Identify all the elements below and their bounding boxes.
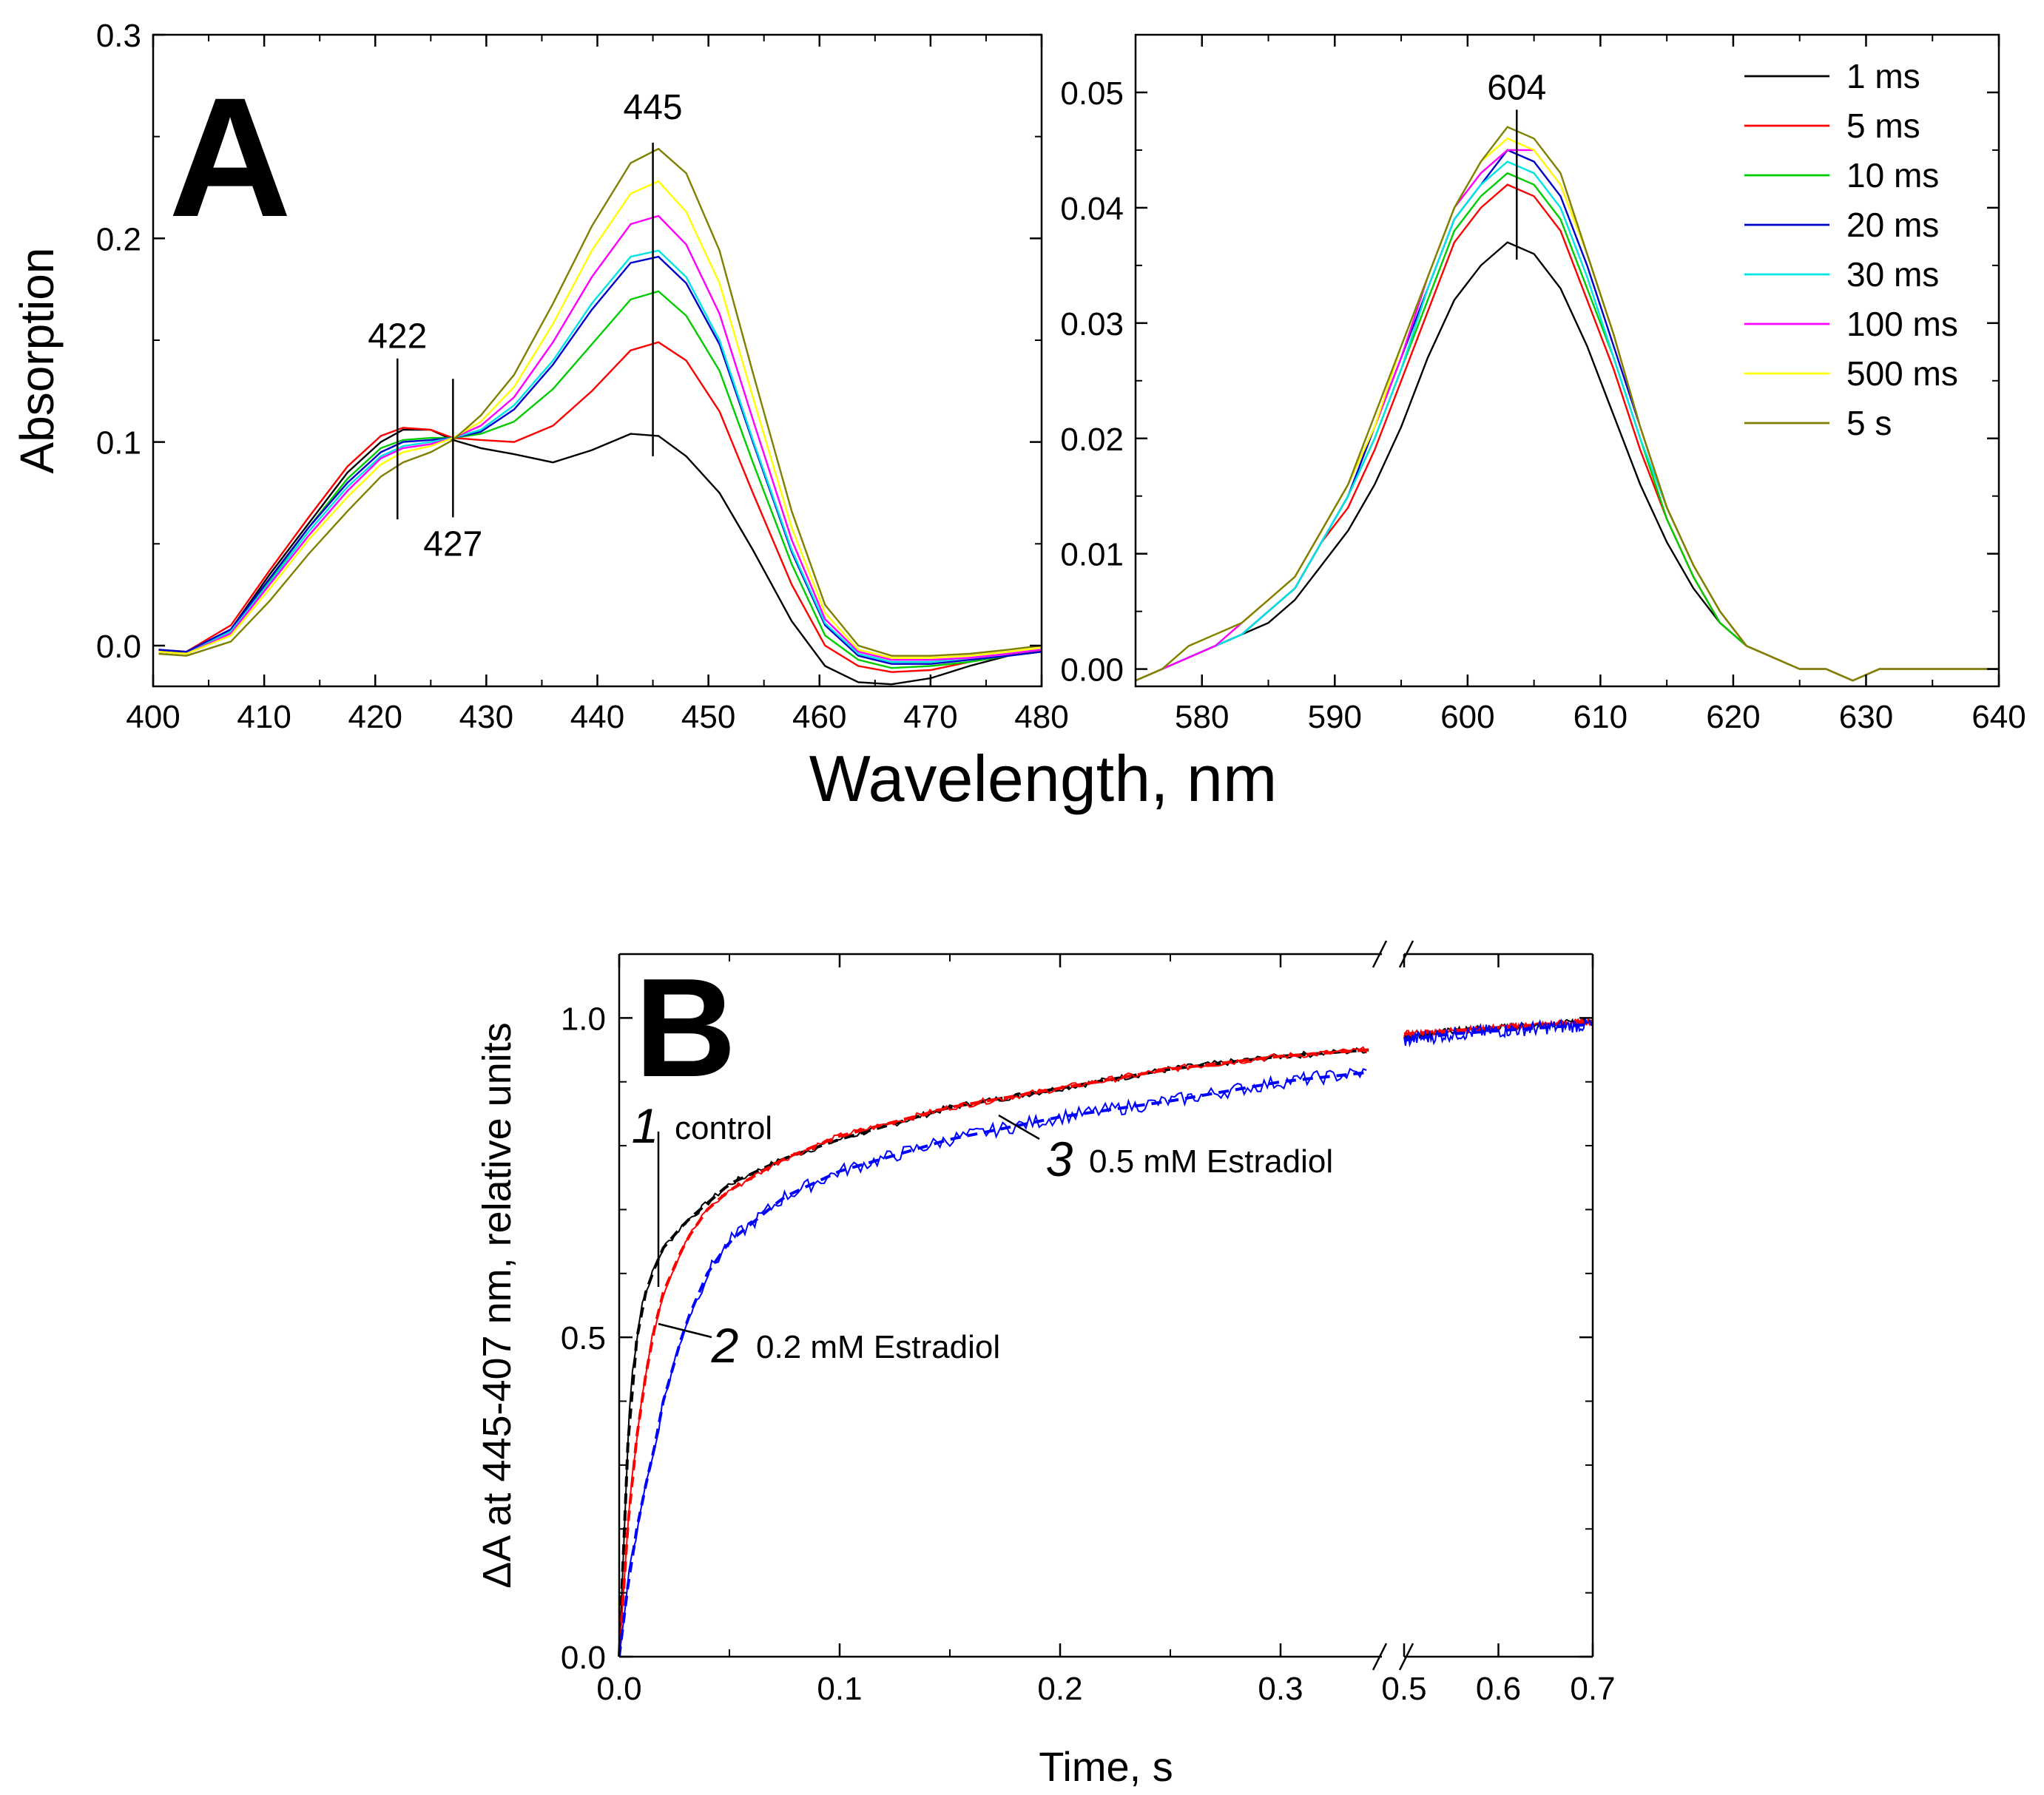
x-tick-label: 450 xyxy=(681,699,735,735)
x-tick-label: 0.0 xyxy=(596,1671,641,1707)
y-tick-label: 0.03 xyxy=(1060,306,1124,342)
x-tick-label: 0.7 xyxy=(1570,1671,1615,1707)
x-tick-label: 430 xyxy=(459,699,513,735)
x-tick-label: 440 xyxy=(570,699,624,735)
series-line-5-ms xyxy=(158,341,1042,673)
axis-break-bottom-2 xyxy=(1398,1643,1414,1671)
y-axis-title: Absorption xyxy=(10,248,64,474)
panel-letter-b: B xyxy=(635,950,736,1106)
annotation-label-445: 445 xyxy=(624,88,683,127)
x-tick-label: 470 xyxy=(903,699,957,735)
legend-label: 5 s xyxy=(1846,404,1892,442)
axis-break-top-1 xyxy=(1372,940,1388,968)
y-tick-label: 1.0 xyxy=(561,1001,606,1037)
x-axis-title: Time, s xyxy=(1039,1743,1173,1790)
x-tick-label: 630 xyxy=(1839,699,1893,735)
legend-label: 1 ms xyxy=(1846,57,1920,95)
x-tick-label: 0.6 xyxy=(1476,1671,1521,1707)
series-line-20-ms xyxy=(158,255,1042,665)
x-tick-label: 620 xyxy=(1706,699,1760,735)
x-tick-label: 480 xyxy=(1014,699,1068,735)
curve-number-3: 3 xyxy=(1046,1132,1073,1186)
annotation-label-604: 604 xyxy=(1487,68,1546,107)
series-fit-2-seg0 xyxy=(618,1048,1369,1657)
curve-pointer-3 xyxy=(998,1114,1040,1140)
x-tick-label: 0.1 xyxy=(817,1671,862,1707)
x-tick-label: 580 xyxy=(1175,699,1229,735)
series-line-30-ms xyxy=(158,249,1042,663)
x-tick-label: 600 xyxy=(1440,699,1494,735)
y-tick-label: 0.1 xyxy=(96,425,141,462)
y-tick-label: 0.5 xyxy=(561,1320,606,1356)
plot-frame xyxy=(1134,33,2000,688)
curve-label-1: control xyxy=(675,1110,772,1146)
wavelength-axis-title: Wavelength, nm xyxy=(809,742,1278,815)
annotation-label-422: 422 xyxy=(368,317,427,356)
y-tick-label: 0.2 xyxy=(96,221,141,257)
y-axis-title: ΔA at 445-407 nm, relative units xyxy=(475,1022,519,1589)
y-tick-label: 0.0 xyxy=(561,1640,606,1676)
legend-label: 500 ms xyxy=(1846,354,1958,393)
annotation-label-427: 427 xyxy=(423,524,482,564)
y-tick-label: 0.3 xyxy=(96,18,141,54)
x-tick-label: 0.5 xyxy=(1381,1671,1426,1707)
x-tick-label: 0.3 xyxy=(1258,1671,1303,1707)
y-tick-label: 0.01 xyxy=(1060,537,1124,573)
series-line-5-s xyxy=(158,147,1042,657)
legend-label: 30 ms xyxy=(1846,255,1939,294)
x-tick-label: 400 xyxy=(126,699,180,735)
y-tick-label: 0.0 xyxy=(96,629,141,665)
curve-label-3: 0.5 mM Estradiol xyxy=(1089,1143,1333,1180)
y-tick-label: 0.00 xyxy=(1060,652,1124,689)
x-tick-label: 0.2 xyxy=(1037,1671,1082,1707)
chart-b: 0.0 0.1 0.2 0.3 0.5 0.6 0.7 0.0 0.5 1.0 Time, s ΔA … xyxy=(475,940,1616,1790)
series-line-1-ms xyxy=(158,428,1042,686)
series-line-100-ms xyxy=(158,214,1042,661)
series-trace-2-seg0 xyxy=(618,1046,1368,1657)
x-tick-label: 460 xyxy=(792,699,846,735)
y-tick-label: 0.04 xyxy=(1060,191,1124,227)
x-tick-label: 420 xyxy=(348,699,402,735)
series-line-500-ms xyxy=(158,180,1042,659)
curve-label-2: 0.2 mM Estradiol xyxy=(756,1329,1000,1365)
axis-break-bottom-1 xyxy=(1372,1643,1388,1671)
y-tick-label: 0.02 xyxy=(1060,422,1124,458)
chart-a-right: 580 590 600 610 620 630 640 0.00 0.01 0.02 0.03 0.0… xyxy=(1060,33,2026,735)
curve-number-1: 1 xyxy=(632,1098,659,1153)
axis-break-top-2 xyxy=(1398,940,1414,968)
x-tick-label: 410 xyxy=(237,699,291,735)
curve-pointer-2 xyxy=(658,1322,712,1339)
legend-label: 20 ms xyxy=(1846,206,1939,244)
series-line-10-ms xyxy=(158,290,1042,669)
x-tick-label: 590 xyxy=(1308,699,1362,735)
x-tick-label: 640 xyxy=(1972,699,2026,735)
legend-label: 5 ms xyxy=(1846,107,1920,145)
y-tick-label: 0.05 xyxy=(1060,75,1124,112)
x-tick-label: 610 xyxy=(1574,699,1628,735)
legend-label: 10 ms xyxy=(1846,156,1939,195)
chart-a-left: 400 410 420 430 440 450 460 470 480 0.0 0.1 0.2 0.3 A… xyxy=(10,18,1069,735)
series-fit-3-seg1 xyxy=(1403,1023,1593,1042)
legend-label: 100 ms xyxy=(1846,305,1958,343)
curve-number-2: 2 xyxy=(711,1318,739,1373)
panel-letter-a: A xyxy=(169,62,291,252)
series-fit-3-seg0 xyxy=(618,1070,1369,1657)
